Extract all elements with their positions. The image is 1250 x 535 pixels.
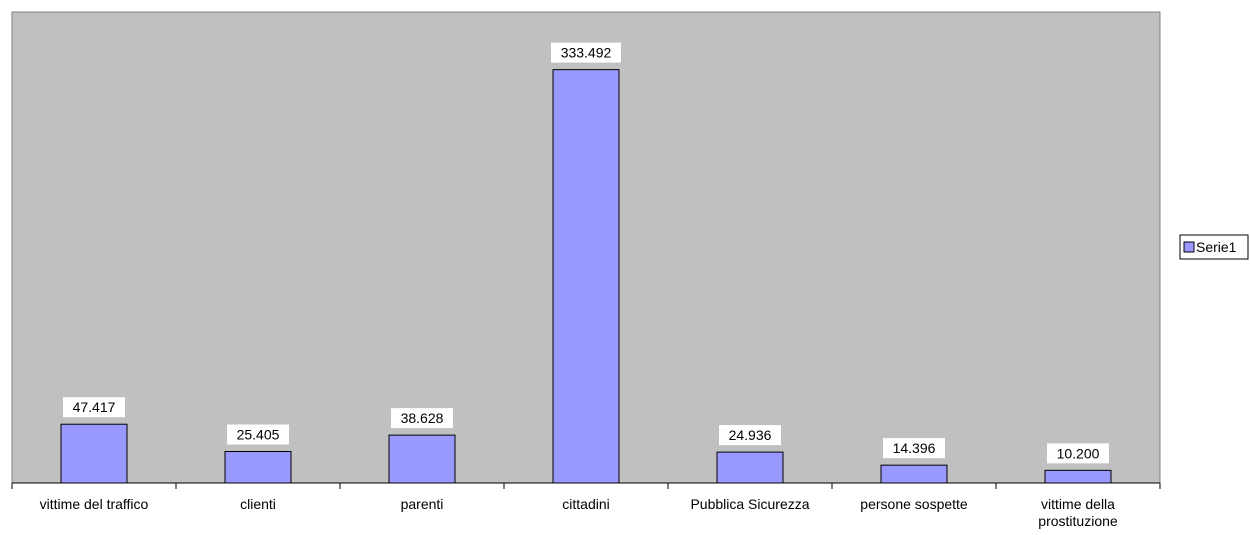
data-label-background: [1047, 443, 1109, 464]
x-axis: vittime del traffico clienti parenti cittad…: [11, 482, 1161, 529]
data-label: 14.396: [893, 440, 936, 456]
data-label-background: [719, 425, 781, 446]
category-label-line: Pubblica Sicurezza: [690, 496, 809, 512]
category-label-line: vittime del traffico: [40, 496, 149, 512]
category-label: vittime del traffico: [40, 496, 149, 512]
legend-swatch: [1183, 241, 1195, 253]
data-label-background: [551, 42, 621, 63]
category-label: parenti: [401, 496, 444, 512]
category-label: vittime della prostituzione: [1038, 496, 1118, 529]
category-label-line: persone sospette: [860, 496, 968, 512]
category-label-line: vittime della: [1041, 496, 1115, 512]
bar: [1044, 469, 1112, 484]
legend: Serie1: [1179, 234, 1249, 260]
category-label: Pubblica Sicurezza: [690, 496, 809, 512]
data-label: 24.936: [729, 427, 772, 443]
data-label-background: [227, 424, 289, 445]
data-label: 47.417: [73, 399, 116, 415]
bar: [880, 464, 948, 484]
category-label: persone sospette: [860, 496, 968, 512]
bar: [224, 451, 292, 484]
category-label-line: clienti: [240, 496, 276, 512]
data-labels: 47.417 25.405 38.628 333.492 24.936 14.396 10.…: [63, 42, 1109, 464]
category-label: clienti: [240, 496, 276, 512]
data-label-background: [883, 438, 945, 459]
data-label-background: [63, 397, 125, 418]
category-label: cittadini: [562, 496, 609, 512]
data-label: 10.200: [1057, 445, 1100, 461]
category-label-line: cittadini: [562, 496, 609, 512]
bars: [60, 69, 1112, 484]
data-label-background: [391, 408, 453, 429]
bar: [60, 423, 128, 484]
bar: [552, 69, 620, 484]
category-label-line: parenti: [401, 496, 444, 512]
bar: [716, 451, 784, 484]
category-label-line: prostituzione: [1038, 513, 1118, 529]
legend-label: Serie1: [1196, 239, 1237, 255]
data-label: 333.492: [561, 45, 612, 61]
bar: [388, 434, 456, 484]
data-label: 25.405: [237, 427, 280, 443]
data-label: 38.628: [401, 410, 444, 426]
